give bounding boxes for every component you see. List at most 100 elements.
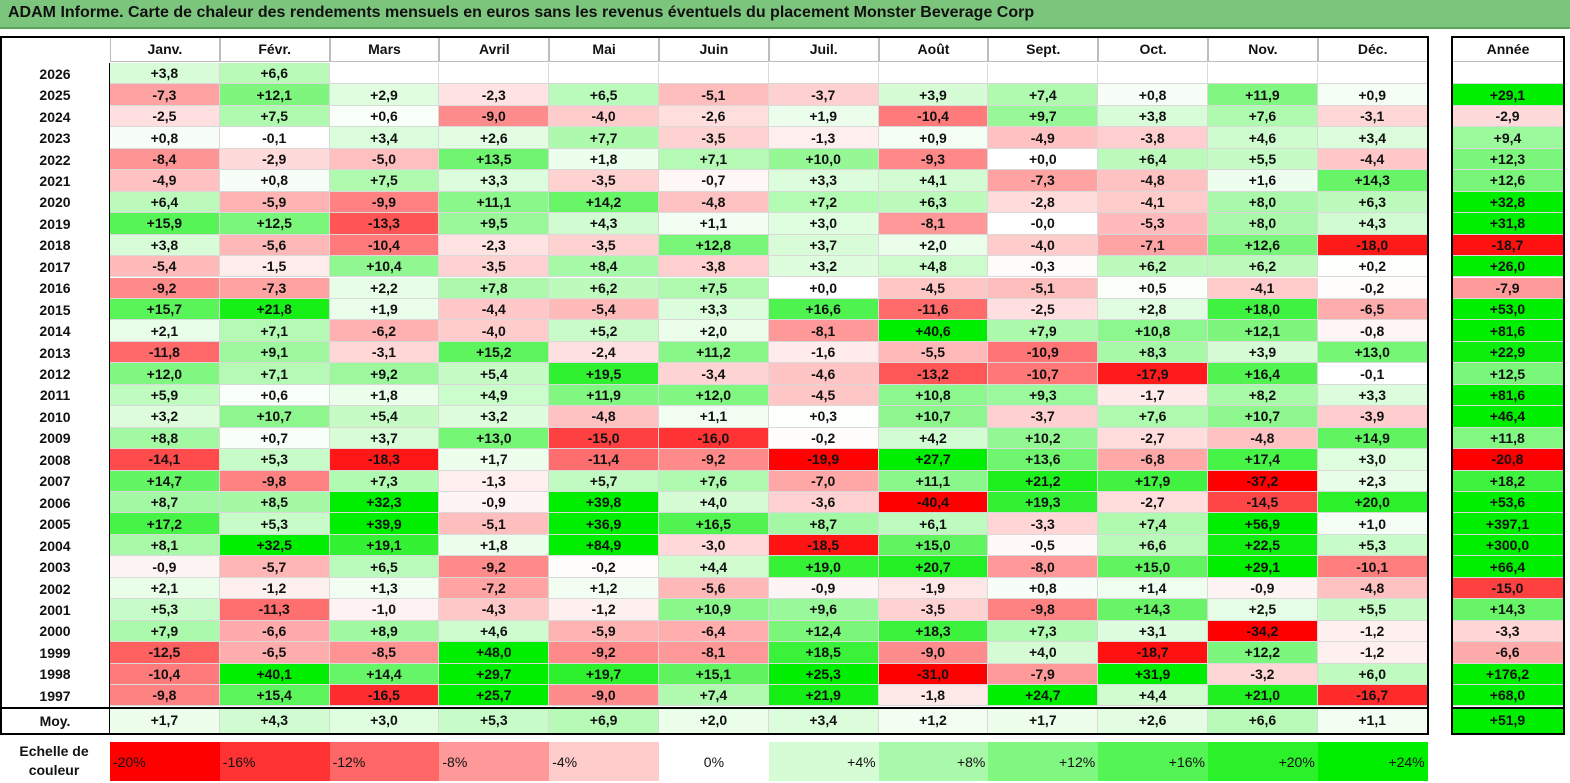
- heatmap-cell: +3,7: [768, 234, 879, 257]
- heatmap-cell: +15,0: [1098, 556, 1208, 578]
- heatmap-cell: +5,3: [219, 449, 330, 471]
- heatmap-cell: +7,5: [659, 277, 769, 299]
- heatmap-cell: -0,0: [988, 213, 1099, 235]
- heatmap-cell: -3,1: [1317, 105, 1428, 128]
- heatmap-cell: +14,3: [1098, 599, 1208, 621]
- heatmap-cell: +12,0: [659, 384, 769, 407]
- heatmap-cell: +16,6: [768, 298, 879, 321]
- heatmap-cell: +3,8: [1098, 105, 1208, 128]
- color-scale-stop: +16%: [1098, 742, 1208, 781]
- average-cell: +3,4: [768, 707, 879, 734]
- annual-cell: [1452, 63, 1564, 85]
- heatmap-cell: +1,8: [439, 534, 550, 557]
- heatmap-cell: +11,9: [549, 384, 659, 407]
- heatmap-cell: -4,8: [1317, 577, 1428, 600]
- annual-cell: -15,0: [1452, 577, 1564, 600]
- heatmap-cell: -5,9: [219, 191, 330, 214]
- heatmap-cell: -6,5: [219, 642, 330, 664]
- row-year-label: 2022: [0, 148, 110, 171]
- heatmap-cell: -1,0: [329, 599, 440, 621]
- heatmap-cell: -8,0: [988, 556, 1099, 578]
- year-column-separator: [109, 63, 110, 734]
- heatmap-cell: +1,0: [1317, 513, 1428, 535]
- annual-cell: -2,9: [1452, 105, 1564, 128]
- heatmap-cell: +4,0: [988, 642, 1099, 664]
- heatmap-cell: +4,2: [878, 427, 989, 450]
- heatmap-cell: +1,9: [329, 298, 440, 321]
- heatmap-cell: +36,9: [549, 513, 659, 535]
- heatmap-cell: +7,8: [439, 277, 550, 299]
- heatmap-cell: -2,3: [439, 234, 550, 257]
- heatmap-cell: +8,8: [110, 427, 220, 450]
- heatmap-cell: +12,0: [110, 363, 220, 385]
- heatmap-cell: -12,5: [110, 642, 220, 664]
- heatmap-cell: -4,4: [439, 298, 550, 321]
- heatmap-cell: +6,4: [110, 191, 220, 214]
- heatmap-cell: -16,0: [659, 427, 769, 450]
- heatmap-cell: -3,8: [659, 256, 769, 278]
- heatmap-cell: -4,8: [549, 406, 659, 428]
- heatmap-cell: +7,1: [219, 320, 330, 342]
- row-year-label: 2001: [0, 599, 110, 621]
- heatmap-cell: +9,3: [988, 384, 1099, 407]
- annual-cell: +81,6: [1452, 384, 1564, 407]
- heatmap-cell: +4,8: [878, 256, 989, 278]
- heatmap-cell: +2,1: [110, 320, 220, 342]
- heatmap-cell: -9,2: [549, 642, 659, 664]
- heatmap-cell: -1,8: [878, 685, 989, 707]
- row-year-label: 2026: [0, 63, 110, 85]
- heatmap-cell: -10,7: [988, 363, 1099, 385]
- heatmap-cell: +29,1: [1208, 556, 1318, 578]
- heatmap-cell: +0,0: [768, 277, 879, 299]
- average-annual-cell: +51,9: [1452, 707, 1564, 734]
- heatmap-cell: -4,0: [988, 234, 1099, 257]
- heatmap-cell: -3,7: [768, 84, 879, 106]
- heatmap-cell: +0,5: [1098, 277, 1208, 299]
- heatmap-cell: +5,9: [110, 384, 220, 407]
- heatmap-cell: [659, 63, 769, 85]
- heatmap-cell: +40,6: [878, 320, 989, 342]
- heatmap-cell: +14,7: [110, 470, 220, 492]
- heatmap-cell: -9,8: [219, 470, 330, 492]
- heatmap-cell: -37,2: [1208, 470, 1318, 492]
- heatmap-cell: -14,1: [110, 449, 220, 471]
- row-year-label: 2021: [0, 170, 110, 192]
- heatmap-cell: +1,2: [549, 577, 659, 600]
- heatmap-cell: +3,8: [110, 63, 220, 85]
- heatmap-cell: +10,9: [659, 599, 769, 621]
- heatmap-cell: +12,1: [219, 84, 330, 106]
- annual-cell: -20,8: [1452, 449, 1564, 471]
- heatmap-cell: +9,5: [439, 213, 550, 235]
- heatmap-cell: -8,1: [659, 642, 769, 664]
- heatmap-cell: +21,0: [1208, 685, 1318, 707]
- heatmap-cell: -3,3: [988, 513, 1099, 535]
- heatmap-cell: +24,7: [988, 685, 1099, 707]
- heatmap-cell: +11,2: [659, 341, 769, 364]
- average-cell: +2,0: [659, 707, 769, 734]
- row-year-label: 2011: [0, 384, 110, 407]
- heatmap-cell: +9,2: [329, 363, 440, 385]
- heatmap-cell: +5,4: [329, 406, 440, 428]
- heatmap-cell: -13,2: [878, 363, 989, 385]
- heatmap-cell: +8,5: [219, 492, 330, 514]
- heatmap-cell: +4,4: [1098, 685, 1208, 707]
- heatmap-cell: +14,4: [329, 663, 440, 686]
- month-header: Oct.: [1098, 36, 1208, 62]
- heatmap-cell: +19,7: [549, 663, 659, 686]
- heatmap-cell: +6,3: [1317, 191, 1428, 214]
- month-header: Déc.: [1317, 36, 1428, 62]
- heatmap-cell: +0,0: [988, 148, 1099, 171]
- heatmap-cell: -7,0: [768, 470, 879, 492]
- row-year-label: 2009: [0, 427, 110, 450]
- heatmap-cell: -7,3: [219, 277, 330, 299]
- heatmap-cell: +8,3: [1098, 341, 1208, 364]
- month-header: Sept.: [988, 36, 1099, 62]
- heatmap-cell: +0,6: [219, 384, 330, 407]
- heatmap-cell: -3,5: [878, 599, 989, 621]
- month-header: Févr.: [219, 36, 330, 62]
- heatmap-cell: +84,9: [549, 534, 659, 557]
- heatmap-cell: -7,3: [988, 170, 1099, 192]
- heatmap-cell: +6,2: [1098, 256, 1208, 278]
- heatmap-cell: +12,6: [1208, 234, 1318, 257]
- heatmap-cell: +10,7: [878, 406, 989, 428]
